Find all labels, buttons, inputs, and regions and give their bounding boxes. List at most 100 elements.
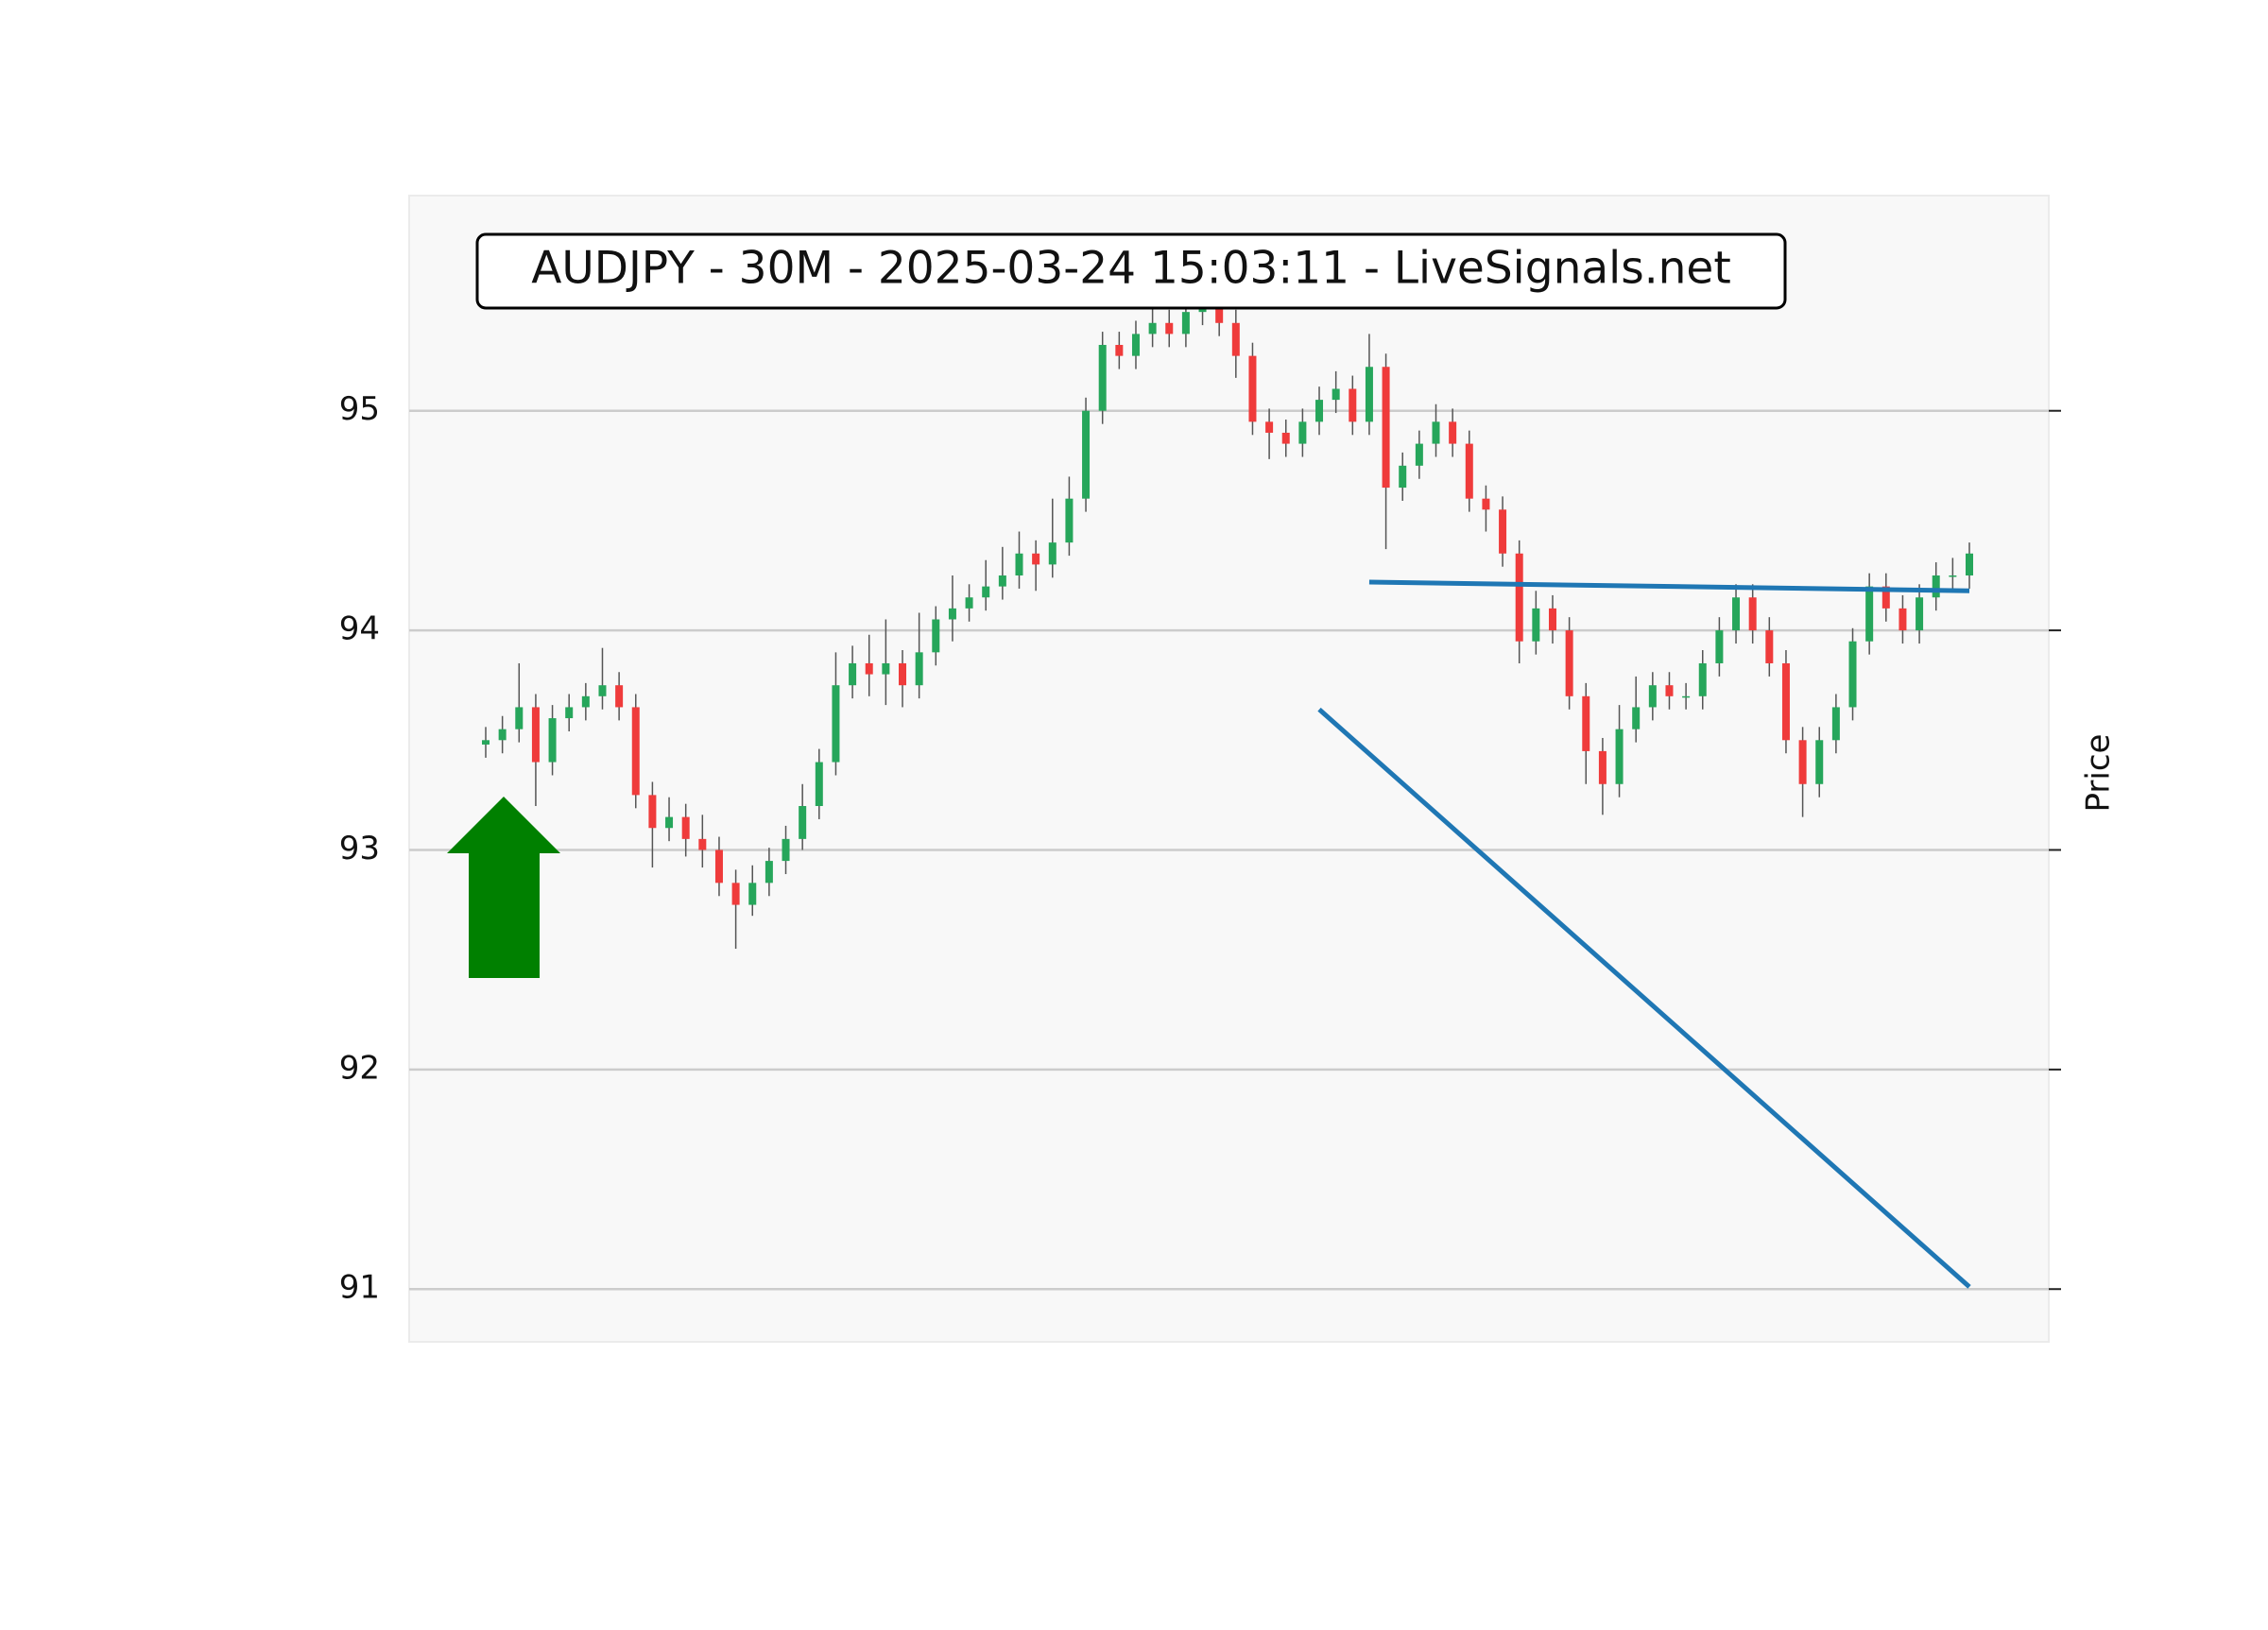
candle-body <box>965 597 973 609</box>
grid: 91 92 93 94 95 <box>339 390 2061 1307</box>
y-tick-label: 92 <box>339 1049 380 1087</box>
candle-body <box>915 652 923 686</box>
candle-body <box>1131 334 1140 356</box>
buy-arrow <box>447 797 560 978</box>
candle-body <box>515 707 524 729</box>
candle-body <box>1399 465 1407 489</box>
candle-body <box>849 662 857 686</box>
candle-body <box>1449 421 1457 444</box>
candle-body <box>1015 553 1023 576</box>
candle-body <box>1098 345 1107 411</box>
title-box <box>475 232 1787 310</box>
candle-body <box>815 762 823 807</box>
candle-body <box>1032 553 1040 565</box>
candle-body <box>1181 312 1190 335</box>
candle-body <box>665 816 674 829</box>
candle-body <box>1715 630 1724 663</box>
candle-body <box>531 707 540 763</box>
y-tick-label: 93 <box>339 830 380 867</box>
candle-body <box>731 883 740 905</box>
candle-body <box>681 816 690 839</box>
candle-body <box>1615 729 1624 784</box>
candle-body <box>799 806 807 839</box>
plot-area <box>408 195 2050 1343</box>
candle-body <box>1748 597 1757 631</box>
candle-body <box>1465 443 1473 499</box>
candle-body <box>1365 367 1373 422</box>
candle-body <box>1732 597 1741 631</box>
candle-body <box>1548 608 1556 631</box>
candle-body <box>1665 685 1674 696</box>
candle-body <box>1831 707 1840 741</box>
candle-body <box>765 861 773 884</box>
candle-body <box>1632 707 1641 729</box>
candle-body <box>631 707 640 796</box>
y-tick-label: 91 <box>339 1269 380 1307</box>
candle-body <box>1082 410 1091 499</box>
candle-body <box>882 662 890 675</box>
candle-body <box>1648 685 1657 708</box>
chart-title: AUDJPY - 30M - 2025-03-24 15:03:11 - Liv… <box>531 243 1731 295</box>
candle-body <box>1048 542 1057 565</box>
candle-body <box>832 685 840 763</box>
candle-body <box>1765 630 1774 663</box>
candle-body <box>1932 575 1940 598</box>
candle-body <box>948 608 956 620</box>
candle-body <box>1848 641 1857 708</box>
candle-body <box>648 795 657 829</box>
candle-body <box>1332 388 1340 401</box>
candle-body <box>1899 608 1907 631</box>
candle-body <box>1065 498 1074 543</box>
candle-body <box>1415 443 1423 466</box>
candle-body <box>1865 586 1874 642</box>
candle-body <box>698 838 707 850</box>
candle-body <box>498 729 507 741</box>
candle-body <box>1115 345 1124 356</box>
candle-body <box>1248 355 1257 422</box>
candle-body <box>1298 421 1307 444</box>
candle-body <box>1798 740 1807 784</box>
candle-body <box>748 883 757 905</box>
candle-body <box>598 685 607 696</box>
candle-body <box>932 619 940 653</box>
candle-body <box>1916 597 1924 631</box>
candle-body <box>714 849 723 884</box>
candle-body <box>565 707 574 719</box>
candle-body <box>1382 367 1390 489</box>
candle-body <box>865 662 873 675</box>
trend-line <box>1368 579 1970 593</box>
candle-body <box>1815 740 1824 784</box>
candle-body <box>1698 662 1707 696</box>
candle-body <box>1482 498 1490 510</box>
candle-body <box>548 718 557 763</box>
candle-body <box>1565 630 1573 696</box>
candle-body <box>899 662 907 686</box>
candle-body <box>1532 608 1540 642</box>
trend-lines <box>1317 579 1971 1289</box>
candle-body <box>615 685 624 708</box>
candle-body <box>1682 695 1691 698</box>
candle-body <box>982 586 990 598</box>
candle-body <box>1148 322 1157 335</box>
candle-body <box>1781 662 1790 741</box>
candle-body <box>1315 400 1324 422</box>
trend-line <box>1317 707 1971 1289</box>
candle-body <box>1432 421 1440 444</box>
candle-body <box>1215 300 1224 323</box>
y-tick-label: 94 <box>339 610 380 648</box>
candle-body <box>1281 432 1290 444</box>
candle-body <box>1165 322 1174 335</box>
candle-body <box>782 838 790 862</box>
candle-body <box>581 695 590 708</box>
candle-body <box>1231 322 1240 356</box>
candle-body <box>1349 388 1357 422</box>
candle-body <box>1598 750 1606 784</box>
y-axis-label: Price <box>2080 734 2118 813</box>
candle-body <box>1966 553 1973 576</box>
y-tick-label: 95 <box>339 390 380 428</box>
candle-body <box>1881 586 1890 609</box>
candle-body <box>1949 575 1957 577</box>
candle-body <box>1515 553 1523 642</box>
